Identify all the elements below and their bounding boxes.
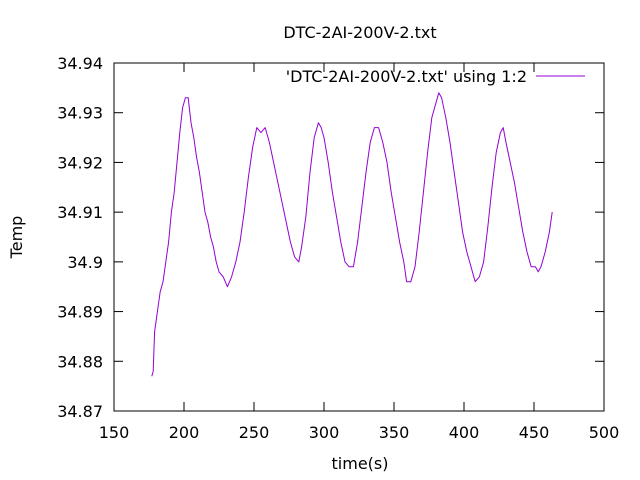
x-tick-label: 500 [589,423,620,442]
plot-frame [113,62,605,412]
y-tick-label: 34.88 [57,352,103,371]
y-tick-label: 34.92 [57,153,103,172]
legend: 'DTC-2AI-200V-2.txt' using 1:2 [286,67,585,86]
y-axis: 34.87 34.88 34.89 34.9 34.91 34.92 34.93 34.94 [57,54,604,421]
chart-title: DTC-2AI-200V-2.txt [283,23,436,42]
x-tick-label: 350 [379,423,410,442]
x-tick-label: 400 [449,423,480,442]
y-axis-label: Temp [7,216,26,260]
y-tick-label: 34.94 [57,54,103,73]
x-tick-label: 300 [309,423,340,442]
series-group [151,92,553,377]
series-line-0 [151,92,553,377]
legend-entry-label: 'DTC-2AI-200V-2.txt' using 1:2 [286,67,527,86]
x-axis: 150 200 250 300 350 400 450 500 [99,63,620,442]
x-tick-label: 450 [519,423,550,442]
y-tick-label: 34.91 [57,203,103,222]
x-axis-label: time(s) [332,454,389,473]
x-tick-label: 250 [239,423,270,442]
x-tick-label: 150 [99,423,130,442]
y-tick-label: 34.87 [57,402,103,421]
y-tick-label: 34.93 [57,104,103,123]
y-tick-label: 34.9 [67,253,103,272]
x-tick-label: 200 [169,423,200,442]
y-tick-label: 34.89 [57,303,103,322]
